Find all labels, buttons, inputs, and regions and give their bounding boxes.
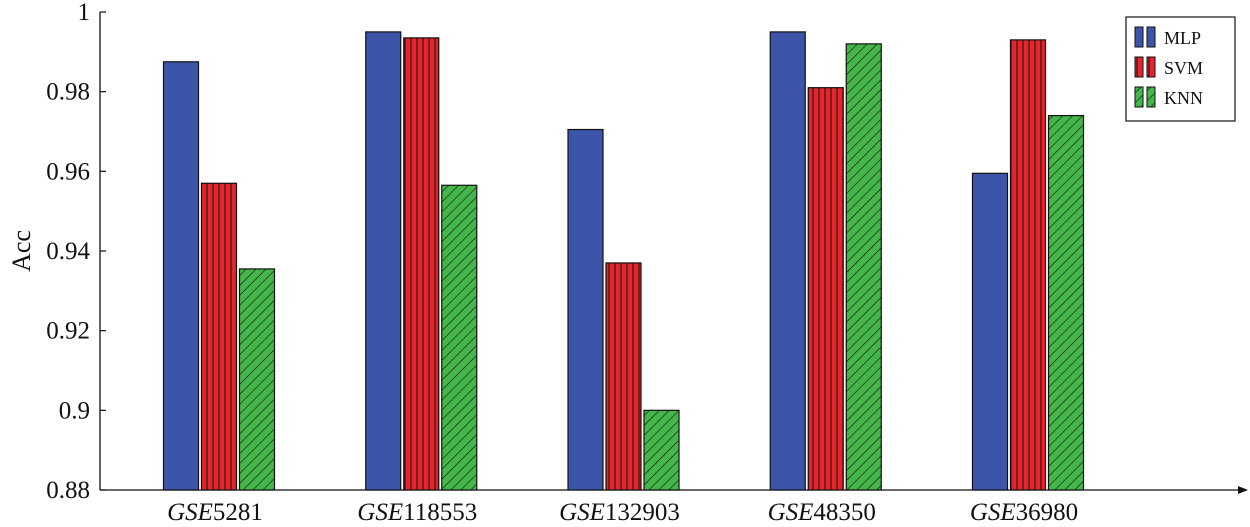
y-axis-ticks: 0.88 0.9 0.92 0.94 0.96 0.98 1 [46, 0, 106, 504]
bar-knn-gse48350 [845, 43, 882, 491]
bar-svm-gse118553 [403, 37, 440, 491]
x-tick-label: GSE5281 [167, 499, 263, 526]
legend-swatch-svm [1146, 56, 1156, 78]
x-tick-label: GSE132903 [559, 499, 680, 526]
bar-mlp-gse5281 [162, 61, 200, 491]
x-axis-arrow [1238, 486, 1248, 494]
bar-mlp-gse36980 [971, 172, 1009, 491]
x-tick-label: GSE36980 [970, 499, 1078, 526]
y-tick-label: 0.9 [59, 397, 90, 424]
y-tick-label: 0.92 [46, 318, 90, 345]
bar-knn-gse132903 [643, 409, 680, 491]
legend: MLP SVM KNN [1125, 16, 1236, 122]
legend-swatch-knn [1134, 86, 1144, 108]
x-tick-label: GSE118553 [357, 499, 477, 526]
y-tick-label: 0.96 [46, 158, 90, 185]
x-tick-label: GSE48350 [768, 499, 876, 526]
bar-svm-gse132903 [605, 262, 642, 491]
legend-label-mlp: MLP [1164, 28, 1201, 48]
bar-knn-gse36980 [1047, 114, 1085, 491]
bar-svm-gse36980 [1009, 39, 1047, 491]
legend-swatch-knn [1146, 86, 1156, 108]
bar-mlp-gse132903 [567, 128, 604, 491]
y-tick-label: 0.98 [46, 79, 90, 106]
bar-svm-gse48350 [807, 87, 844, 491]
legend-box [1125, 16, 1236, 122]
bar-knn-gse118553 [441, 184, 478, 491]
bars [162, 31, 1085, 491]
bar-mlp-gse48350 [769, 31, 806, 491]
legend-label-knn: KNN [1164, 88, 1203, 108]
y-tick-label: 0.88 [46, 477, 90, 504]
y-tick-label: 1 [78, 0, 91, 26]
bar-svm-gse5281 [200, 182, 238, 491]
legend-swatch-mlp [1134, 26, 1144, 48]
y-tick-label: 0.94 [46, 238, 90, 265]
legend-swatch-svm [1134, 56, 1144, 78]
x-axis-labels: GSE5281 GSE118553 GSE132903 GSE48350 GSE3698… [167, 499, 1078, 526]
legend-label-svm: SVM [1164, 58, 1203, 78]
bar-mlp-gse118553 [365, 31, 402, 491]
y-axis-title: Acc [7, 230, 36, 272]
bar-knn-gse5281 [238, 268, 276, 491]
legend-swatch-mlp [1146, 26, 1156, 48]
